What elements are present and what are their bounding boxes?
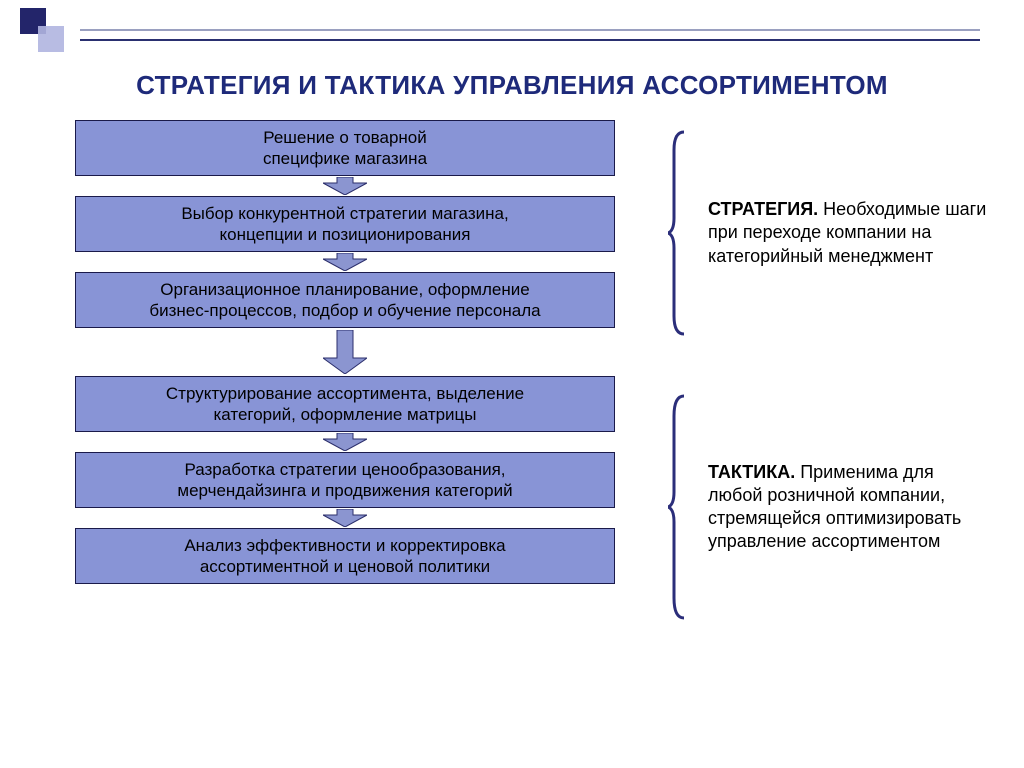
annotation-gap (668, 338, 988, 392)
tactics-text: ТАКТИКА. Применима для любой розничной к… (694, 461, 988, 553)
tactics-label: ТАКТИКА. (708, 462, 795, 482)
flow-box-6: Анализ эффективности и корректировкаассо… (75, 528, 615, 584)
arrow-down-icon (75, 432, 615, 452)
annotation-column: СТРАТЕГИЯ. Необходимые шаги при переходе… (668, 128, 988, 622)
strategy-annotation: СТРАТЕГИЯ. Необходимые шаги при переходе… (668, 128, 988, 338)
arrow-down-icon (75, 508, 615, 528)
flow-box-2: Выбор конкурентной стратегии магазина,ко… (75, 196, 615, 252)
strategy-label: СТРАТЕГИЯ. (708, 199, 818, 219)
brace-icon (668, 392, 694, 622)
flow-column: Решение о товарнойспецифике магазина Выб… (75, 120, 615, 584)
flow-box-3: Организационное планирование, оформление… (75, 272, 615, 328)
flow-box-4: Структурирование ассортимента, выделение… (75, 376, 615, 432)
arrow-down-icon (75, 252, 615, 272)
slide-title: СТРАТЕГИЯ И ТАКТИКА УПРАВЛЕНИЯ АССОРТИМЕ… (0, 70, 1024, 101)
brace-icon (668, 128, 694, 338)
square-light (38, 26, 64, 52)
arrow-down-icon (75, 176, 615, 196)
strategy-text: СТРАТЕГИЯ. Необходимые шаги при переходе… (694, 198, 988, 267)
tactics-annotation: ТАКТИКА. Применима для любой розничной к… (668, 392, 988, 622)
arrow-down-long-icon (75, 328, 615, 376)
header-lines (80, 24, 980, 54)
flow-box-1: Решение о товарнойспецифике магазина (75, 120, 615, 176)
flow-box-5: Разработка стратегии ценообразования,мер… (75, 452, 615, 508)
